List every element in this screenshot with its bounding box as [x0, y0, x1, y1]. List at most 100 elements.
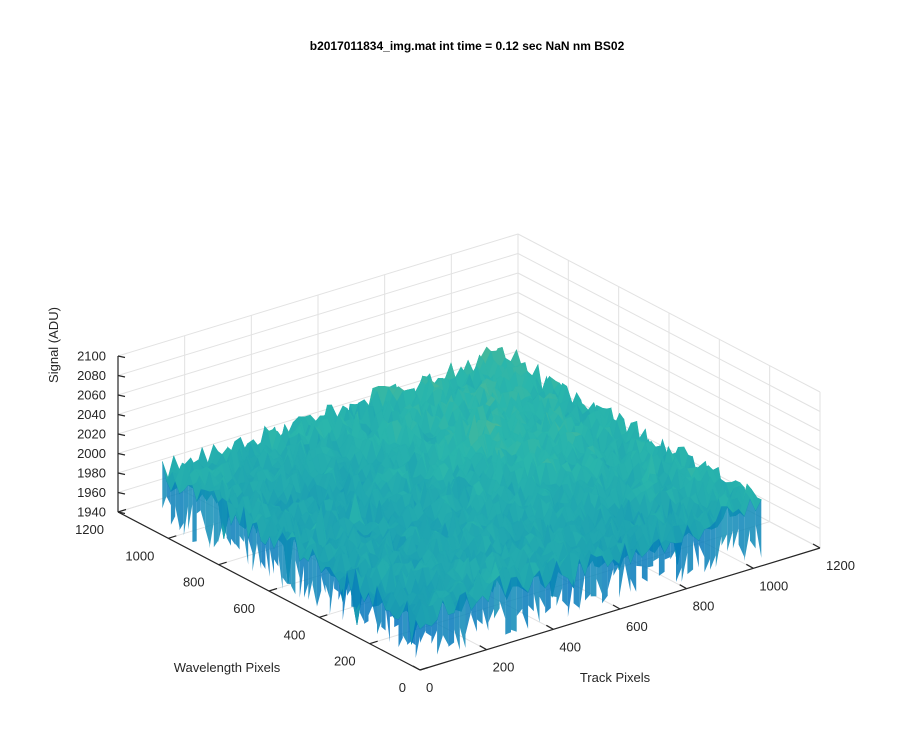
- surface-skirt: [562, 575, 568, 607]
- surface-skirt: [209, 490, 214, 549]
- y-tick-label: 1200: [75, 522, 104, 537]
- surface-skirt: [179, 490, 184, 531]
- y-tick-mark: [369, 640, 378, 645]
- surface-skirt: [721, 506, 728, 546]
- backwall-x-grid-z-6: [517, 272, 821, 432]
- surface-skirt: [261, 541, 266, 569]
- surface-skirt: [533, 570, 540, 623]
- surface-skirt: [590, 553, 597, 597]
- chart-title: b2017011834_img.mat int time = 0.12 sec …: [310, 39, 625, 53]
- y-tick-mark: [268, 587, 278, 592]
- backwall-y-grid-z-4: [117, 311, 519, 435]
- x-tick-label: 0: [426, 680, 433, 695]
- surface-skirt: [448, 612, 455, 647]
- z-tick-label: 2040: [77, 407, 106, 422]
- backwall-x-grid-z-2: [517, 350, 821, 510]
- surface-skirt: [205, 490, 210, 545]
- backwall-x-grid-z-4: [517, 311, 821, 471]
- track-axis-label: Track Pixels: [580, 670, 651, 685]
- x-tick-label: 200: [493, 660, 515, 675]
- surface-skirt: [494, 575, 500, 619]
- z-tick-mark: [117, 433, 126, 437]
- x-tick-label: 800: [693, 599, 715, 614]
- surface-skirt: [670, 542, 676, 560]
- surface-skirt: [732, 508, 739, 549]
- surface-skirt: [459, 591, 466, 648]
- backwall-x-grid-z-8: [517, 233, 821, 393]
- z-tick-label: 2100: [77, 349, 106, 364]
- backwall-y-grid-z-7: [117, 253, 519, 376]
- backwall-x-grid-z-7: [517, 253, 821, 412]
- z-tick-label: 2080: [77, 368, 106, 383]
- surface-skirt: [200, 489, 206, 527]
- y-tick-mark: [117, 508, 127, 513]
- backwall-y-grid-z-3: [117, 331, 519, 454]
- backwall-y-grid-z-6: [117, 272, 519, 396]
- surface-skirt: [183, 485, 189, 536]
- surface-skirt: [482, 595, 489, 631]
- backwall-x-grid-z-5: [517, 292, 821, 451]
- x-tick-mark: [746, 563, 754, 569]
- surface-skirt: [299, 557, 304, 598]
- y-tick-label: 800: [183, 575, 205, 590]
- z-tick-mark: [117, 491, 126, 495]
- x-tick-label: 1000: [759, 578, 788, 593]
- z-tick-mark: [117, 413, 126, 417]
- x-tick-label: 600: [626, 619, 648, 634]
- x-tick-mark: [812, 543, 821, 549]
- y-tick-label: 0: [399, 680, 406, 695]
- surface-cell: [444, 362, 456, 381]
- z-tick-mark: [117, 452, 126, 456]
- z-tick-label: 1960: [77, 485, 106, 500]
- surface-skirt: [291, 537, 296, 595]
- surface-skirt: [704, 526, 711, 573]
- y-tick-label: 1000: [125, 548, 154, 563]
- surface-skirt: [282, 532, 287, 584]
- x-tick-mark: [412, 665, 421, 671]
- z-tick-label: 1980: [77, 466, 106, 481]
- y-tick-label: 200: [334, 654, 356, 669]
- surface-skirt: [425, 623, 432, 637]
- surface-skirt: [188, 485, 193, 530]
- surface-skirt: [312, 548, 317, 606]
- z-axis-label: Signal (ADU): [46, 307, 61, 383]
- surface-skirt: [385, 607, 390, 643]
- z-tick-mark: [117, 394, 126, 398]
- surface-skirt: [522, 587, 529, 629]
- x-tick-label: 1200: [826, 558, 855, 573]
- surface-skirt: [394, 618, 399, 628]
- surface-mesh: [162, 346, 762, 658]
- z-tick-label: 2000: [77, 446, 106, 461]
- surface-skirt: [286, 537, 292, 585]
- y-tick-mark: [168, 535, 177, 539]
- surface-skirt: [304, 557, 309, 598]
- z-tick-mark: [117, 355, 126, 359]
- y-tick-mark: [419, 666, 429, 671]
- y-tick-mark: [218, 561, 227, 566]
- x-tick-mark: [479, 645, 487, 651]
- z-tick-label: 2020: [77, 427, 106, 442]
- surface-skirt: [218, 497, 223, 543]
- y-tick-label: 400: [284, 627, 306, 642]
- x-tick-mark: [546, 624, 554, 630]
- backwall-x-grid-z-3: [517, 331, 821, 490]
- x-tick-mark: [612, 604, 621, 610]
- surface-skirt: [676, 542, 682, 582]
- surface-skirt: [710, 521, 716, 570]
- surface-skirt: [738, 508, 745, 557]
- wavelength-axis-label: Wavelength Pixels: [174, 660, 281, 675]
- y-tick-label: 600: [233, 601, 255, 616]
- z-tick-mark: [117, 472, 126, 476]
- backwall-y-grid-z-5: [117, 292, 519, 415]
- surface-skirt: [325, 566, 330, 599]
- surface-skirt: [329, 567, 335, 615]
- surface-skirt: [252, 522, 257, 572]
- surface-skirt: [596, 555, 602, 594]
- z-tick-label: 1940: [77, 505, 106, 520]
- surface-skirt: [278, 532, 283, 589]
- x-tick-mark: [679, 584, 687, 590]
- surface-skirt: [693, 536, 699, 568]
- z-tick-mark: [117, 374, 126, 378]
- backwall-y-grid-z-8: [117, 233, 519, 357]
